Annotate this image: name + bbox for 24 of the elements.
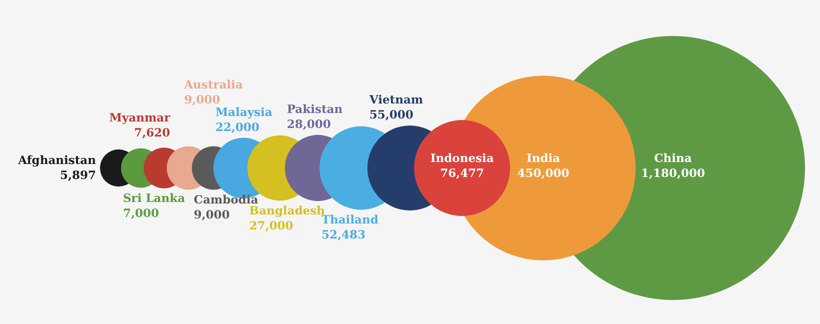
category-label: China [654,151,692,165]
data-label: 7,620 [134,126,170,140]
data-label: 55,000 [369,108,414,122]
data-label: 1,180,000 [640,166,706,180]
category-label: Myanmar [109,110,172,125]
data-label: 9,000 [194,208,230,222]
category-label: Australia [183,77,244,92]
category-label: Pakistan [286,102,344,116]
data-label: 52,483 [321,228,366,242]
data-label: 28,000 [286,116,331,131]
data-label: 76,477 [440,166,484,180]
data-label: 22,000 [215,120,260,134]
category-label: Afghanistan [17,153,97,167]
data-label: 5,897 [60,168,96,182]
category-label: Malaysia [215,104,273,119]
category-label: India [526,151,561,165]
data-label: 9,000 [184,92,220,106]
category-label: Vietnam [368,92,424,107]
data-label: 7,000 [122,206,159,220]
category-label: Cambodia [194,192,259,207]
data-label: 27,000 [249,218,294,233]
category-label: Sri Lanka [122,190,186,205]
category-label: Indonesia [430,151,494,165]
data-label: 450,000 [517,166,570,180]
